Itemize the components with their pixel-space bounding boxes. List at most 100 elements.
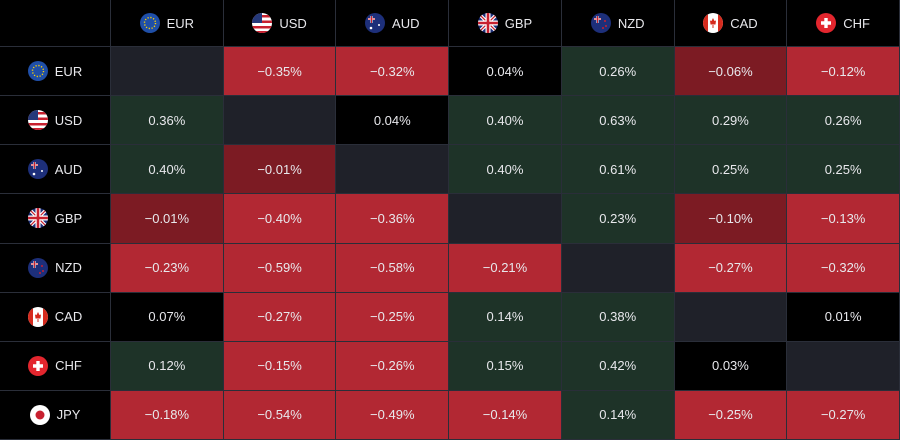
- row-header: AUD: [0, 145, 111, 195]
- heatmap-cell: 0.40%: [111, 145, 224, 195]
- heatmap-cell: [336, 145, 450, 195]
- heatmap-cell: [223, 96, 337, 146]
- currency-label: USD: [54, 112, 83, 128]
- flag-icon: [703, 13, 724, 33]
- currency-label: NZD: [617, 15, 645, 31]
- heatmap-cell: −0.15%: [223, 341, 337, 391]
- heatmap-cell: 0.03%: [674, 341, 788, 391]
- heatmap-cell: −0.40%: [223, 194, 337, 244]
- heatmap-cell: −0.54%: [223, 390, 337, 440]
- heatmap-cell: 0.23%: [561, 194, 675, 244]
- heatmap-cell: −0.32%: [336, 47, 450, 97]
- currency-label: AUD: [392, 15, 420, 31]
- heatmap-cell: 0.26%: [787, 96, 900, 146]
- heatmap-cell: −0.14%: [449, 390, 562, 440]
- flag-icon: [28, 355, 49, 376]
- heatmap-cell: 0.63%: [561, 96, 675, 146]
- currency-label: GBP: [54, 210, 83, 226]
- heatmap-cell: −0.13%: [787, 194, 900, 244]
- flag-icon: [27, 61, 48, 82]
- flag-icon: [139, 13, 160, 33]
- heatmap-cell: −0.59%: [223, 243, 337, 293]
- column-header: CAD: [674, 0, 788, 47]
- heatmap-cell: −0.26%: [336, 341, 450, 391]
- heatmap-cell: 0.36%: [111, 96, 224, 146]
- heatmap-cell: 0.14%: [449, 292, 562, 342]
- currency-label: AUD: [54, 161, 83, 177]
- currency-label: CAD: [54, 309, 83, 325]
- heatmap-cell: 0.40%: [449, 96, 562, 146]
- heatmap-cell: −0.27%: [674, 243, 788, 293]
- flag-icon: [365, 13, 386, 33]
- flag-icon: [27, 159, 48, 180]
- column-header: EUR: [111, 0, 224, 47]
- currency-label: NZD: [55, 260, 82, 276]
- currency-label: USD: [279, 15, 307, 31]
- flag-icon: [29, 404, 50, 425]
- heatmap-cell: −0.32%: [787, 243, 900, 293]
- currency-label: EUR: [166, 15, 195, 31]
- column-header: CHF: [787, 0, 900, 47]
- row-header: JPY: [0, 390, 111, 440]
- heatmap-cell: 0.25%: [674, 145, 788, 195]
- heatmap-cell: 0.40%: [449, 145, 562, 195]
- currency-label: JPY: [56, 407, 81, 423]
- heatmap-cell: 0.12%: [111, 341, 224, 391]
- flag-icon: [27, 208, 48, 229]
- heatmap-cell: 0.25%: [787, 145, 900, 195]
- heatmap-cell: −0.01%: [111, 194, 224, 244]
- currency-label: CHF: [843, 15, 870, 31]
- heatmap-cell: −0.25%: [336, 292, 450, 342]
- flag-icon: [590, 13, 611, 33]
- currency-label: CHF: [55, 358, 82, 374]
- heatmap-cell: 0.15%: [449, 341, 562, 391]
- heatmap-cell: −0.12%: [787, 47, 900, 97]
- column-header: AUD: [336, 0, 450, 47]
- heatmap-cell: −0.06%: [674, 47, 788, 97]
- row-header: CHF: [0, 341, 111, 391]
- heatmap-cell: 0.07%: [111, 292, 224, 342]
- currency-label: EUR: [54, 63, 83, 79]
- heatmap-cell: 0.26%: [561, 47, 675, 97]
- heatmap-cell: 0.04%: [449, 47, 562, 97]
- flag-icon: [27, 306, 48, 327]
- flag-icon: [28, 257, 49, 278]
- corner: [0, 0, 111, 47]
- heatmap-cell: 0.14%: [561, 390, 675, 440]
- row-header: EUR: [0, 47, 111, 97]
- heatmap-cell: −0.10%: [674, 194, 788, 244]
- heatmap-cell: −0.58%: [336, 243, 450, 293]
- row-header: GBP: [0, 194, 111, 244]
- flag-icon: [816, 13, 837, 33]
- heatmap-cell: −0.23%: [111, 243, 224, 293]
- heatmap-cell: −0.35%: [223, 47, 337, 97]
- heatmap-cell: 0.01%: [787, 292, 900, 342]
- heatmap-cell: 0.42%: [561, 341, 675, 391]
- row-header: NZD: [0, 243, 111, 293]
- heatmap-cell: [111, 47, 224, 97]
- heatmap-cell: [561, 243, 675, 293]
- heatmap-cell: 0.61%: [561, 145, 675, 195]
- currency-label: GBP: [504, 15, 533, 31]
- heatmap-cell: −0.27%: [223, 292, 337, 342]
- heatmap-cell: −0.27%: [787, 390, 900, 440]
- column-header: NZD: [561, 0, 675, 47]
- column-header: USD: [223, 0, 337, 47]
- row-header: USD: [0, 96, 111, 146]
- heatmap-cell: −0.21%: [449, 243, 562, 293]
- heatmap-cell: [787, 341, 900, 391]
- heatmap-cell: −0.25%: [674, 390, 788, 440]
- flag-icon: [27, 110, 48, 131]
- flag-icon: [252, 13, 273, 33]
- column-header: GBP: [449, 0, 562, 47]
- currency-label: CAD: [730, 15, 758, 31]
- heatmap-cell: [449, 194, 562, 244]
- heatmap-cell: 0.29%: [674, 96, 788, 146]
- heatmap-cell: 0.04%: [336, 96, 450, 146]
- heatmap-cell: −0.36%: [336, 194, 450, 244]
- heatmap-cell: [674, 292, 788, 342]
- heatmap-cell: −0.18%: [111, 390, 224, 440]
- heatmap-cell: 0.38%: [561, 292, 675, 342]
- heatmap-cell: −0.49%: [336, 390, 450, 440]
